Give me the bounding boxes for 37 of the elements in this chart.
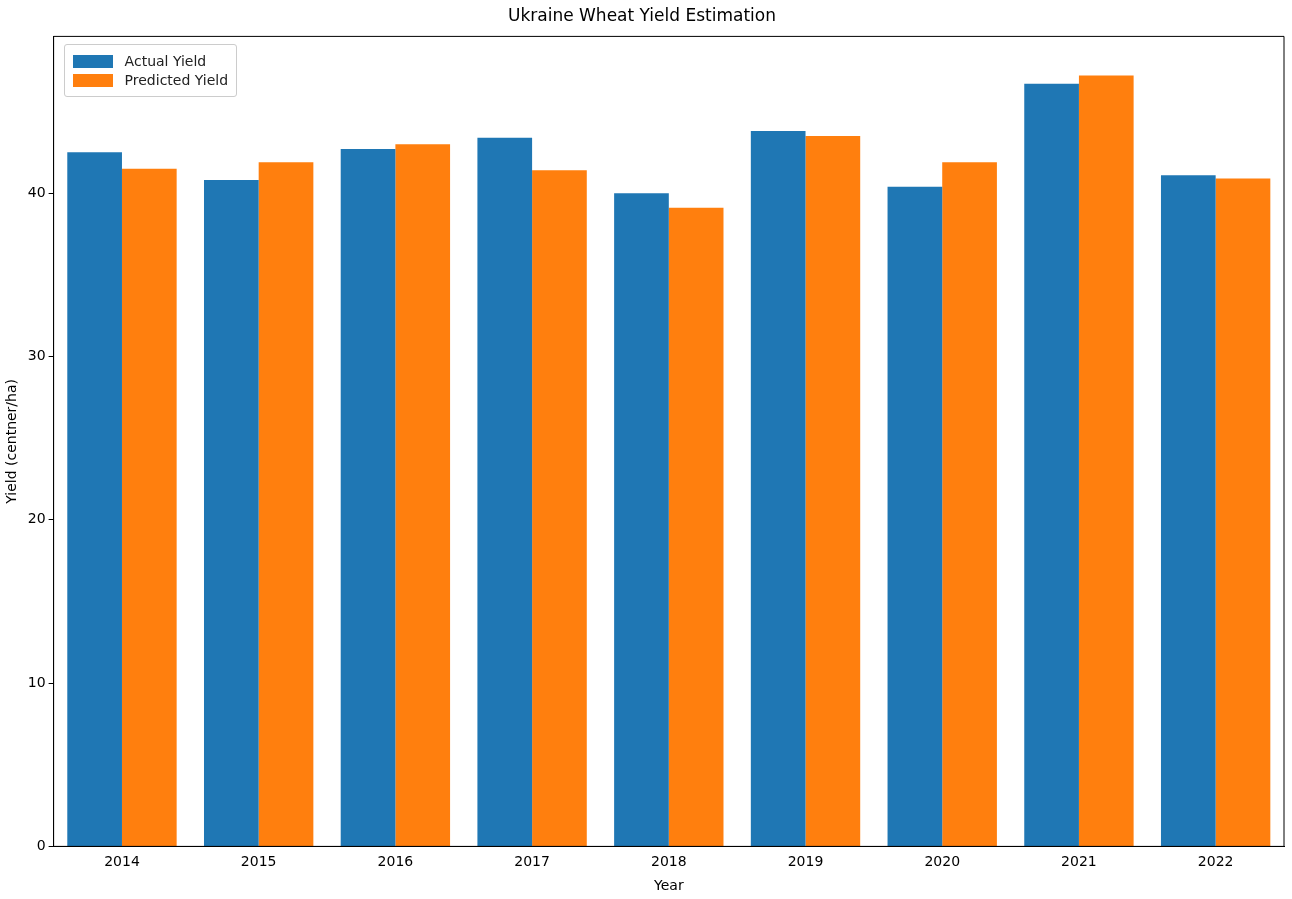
y-tick-label: 20 bbox=[27, 510, 46, 527]
bar bbox=[1078, 75, 1134, 846]
x-tick-label: 2018 bbox=[650, 853, 687, 870]
bar bbox=[340, 149, 396, 846]
bar bbox=[258, 162, 314, 846]
x-tick-label: 2021 bbox=[1061, 853, 1097, 870]
x-axis-title: Year bbox=[652, 877, 684, 894]
bar bbox=[121, 168, 177, 846]
y-tick-label: 30 bbox=[27, 347, 46, 364]
bar bbox=[942, 162, 997, 846]
bar bbox=[1215, 178, 1271, 846]
x-tick-label: 2015 bbox=[240, 853, 277, 870]
legend-label: Actual Yield bbox=[124, 53, 207, 70]
y-tick-label: 40 bbox=[27, 183, 46, 200]
bar bbox=[532, 170, 587, 846]
bar bbox=[805, 136, 861, 846]
y-axis-title: Yield (centner/ha) bbox=[3, 379, 20, 505]
bar bbox=[67, 152, 122, 846]
bar bbox=[887, 186, 943, 846]
bar bbox=[204, 180, 259, 846]
x-tick-label: 2020 bbox=[924, 853, 961, 870]
x-tick-label: 2017 bbox=[514, 853, 550, 870]
y-tick-label: 10 bbox=[27, 673, 46, 690]
legend-label: Predicted Yield bbox=[124, 72, 229, 89]
bar bbox=[1024, 83, 1079, 846]
bar bbox=[614, 193, 669, 846]
x-tick-label: 2019 bbox=[787, 853, 824, 870]
chart-title: Ukraine Wheat Yield Estimation bbox=[508, 4, 776, 25]
x-tick-label: 2022 bbox=[1197, 853, 1234, 870]
bar bbox=[750, 131, 806, 846]
bar bbox=[395, 144, 451, 846]
x-tick-label: 2016 bbox=[377, 853, 414, 870]
bar bbox=[668, 207, 724, 846]
bar bbox=[1160, 175, 1216, 846]
bar bbox=[477, 137, 533, 846]
x-tick-label: 2014 bbox=[104, 853, 140, 870]
y-tick-label: 0 bbox=[36, 837, 46, 854]
